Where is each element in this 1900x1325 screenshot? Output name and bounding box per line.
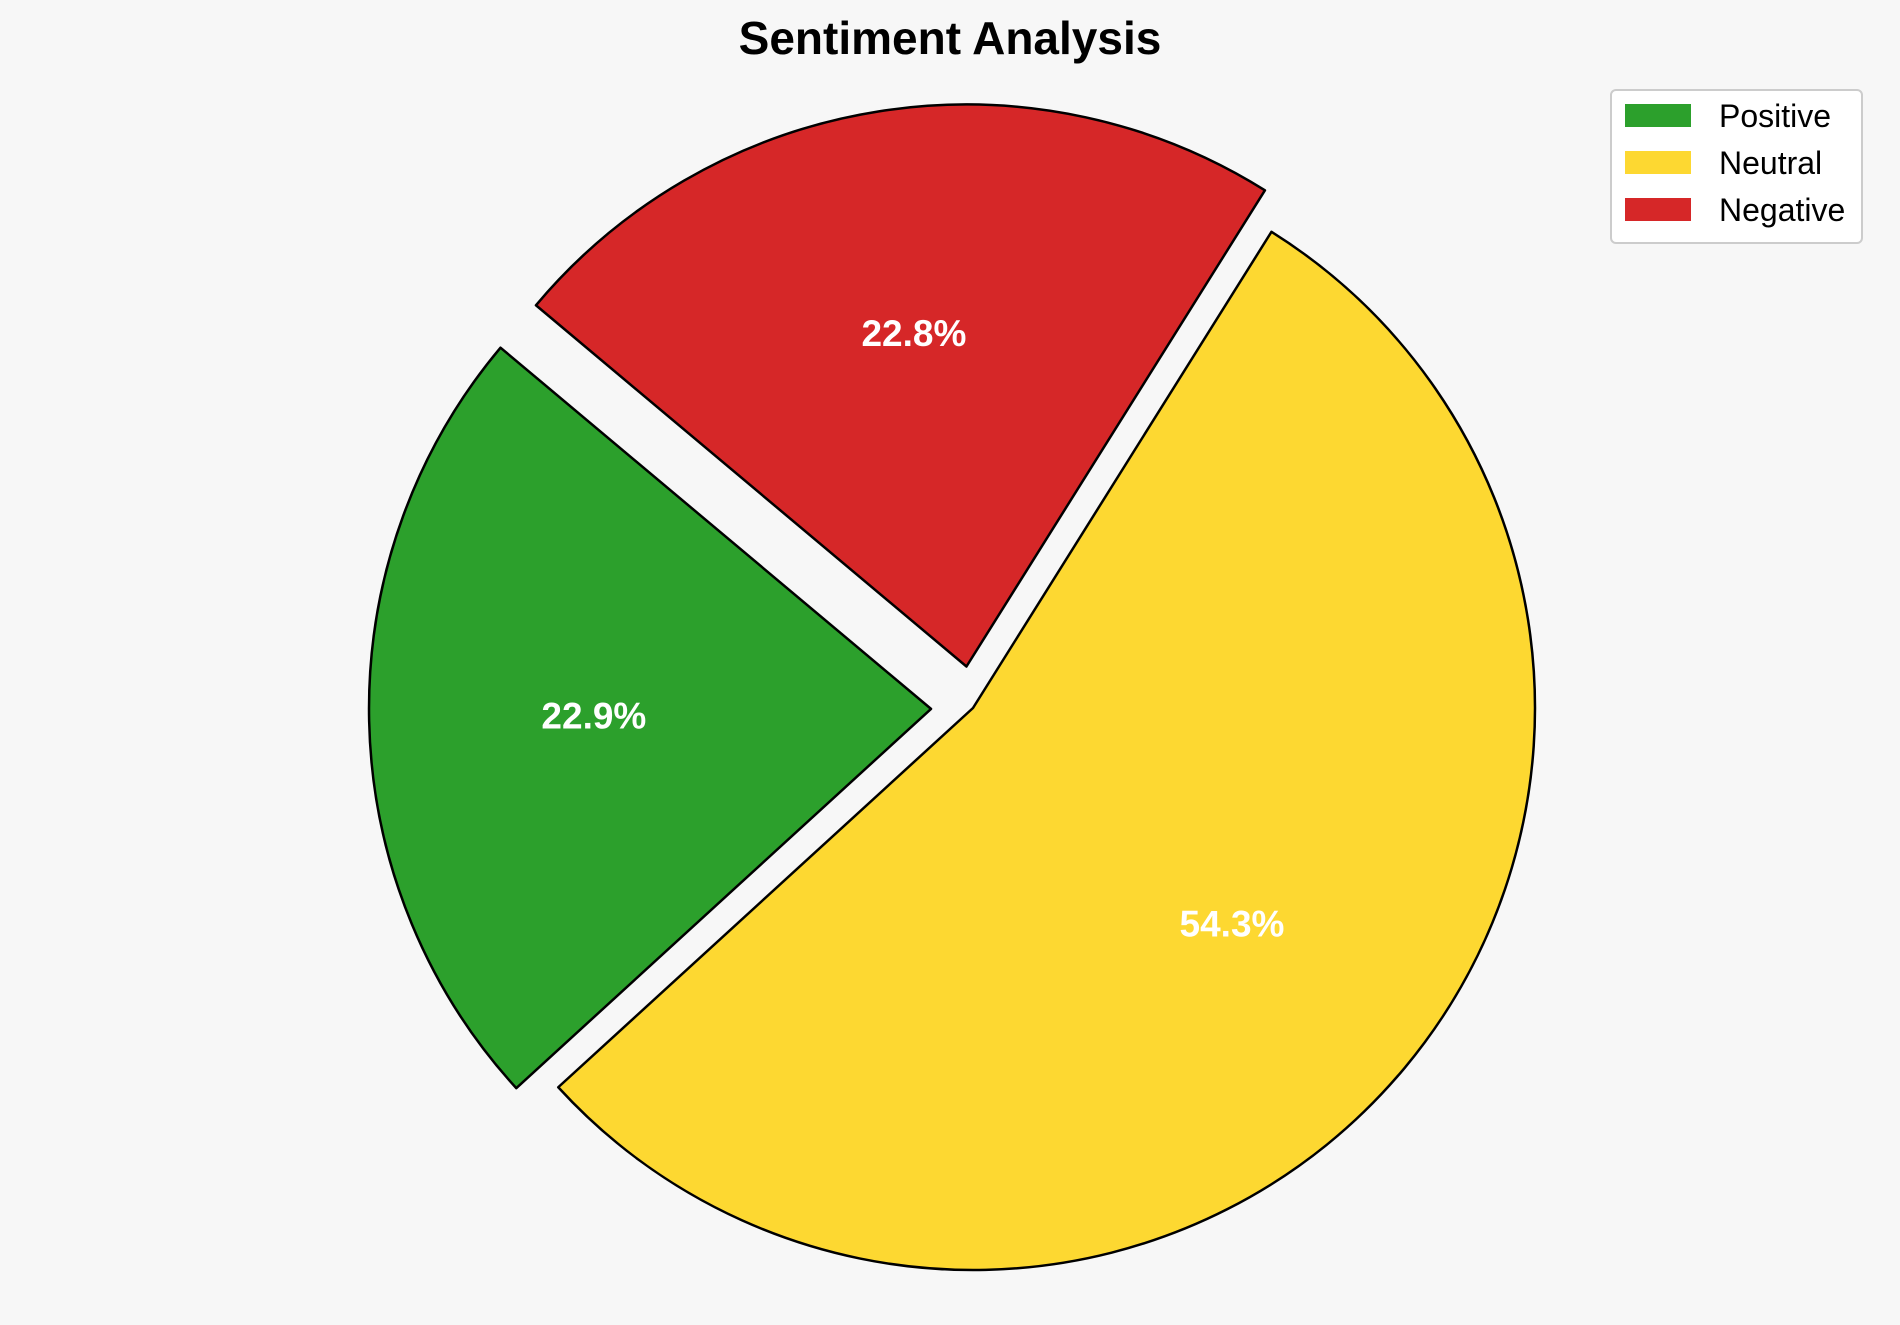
slice-label-neutral: 54.3% — [1180, 903, 1285, 944]
legend: Positive Neutral Negative — [1610, 89, 1863, 244]
legend-label-positive: Positive — [1719, 98, 1831, 134]
pie-slices — [367, 103, 1537, 1272]
pie-slice-negative — [534, 103, 1267, 668]
legend-swatch-neutral — [1625, 151, 1691, 174]
legend-label-negative: Negative — [1719, 192, 1845, 228]
legend-swatch-negative — [1625, 198, 1691, 221]
chart-title: Sentiment Analysis — [739, 12, 1162, 64]
legend-label-neutral: Neutral — [1719, 145, 1822, 181]
slice-label-positive: 22.9% — [541, 696, 646, 737]
pie-slice-positive — [367, 346, 933, 1090]
legend-swatch-positive — [1625, 104, 1691, 127]
slice-label-negative: 22.8% — [861, 313, 966, 354]
pie-slice-labels: 22.9% 54.3% 22.8% — [541, 313, 1284, 945]
legend-entries: Positive Neutral Negative — [1625, 98, 1845, 228]
pie-slice-neutral — [557, 230, 1537, 1272]
